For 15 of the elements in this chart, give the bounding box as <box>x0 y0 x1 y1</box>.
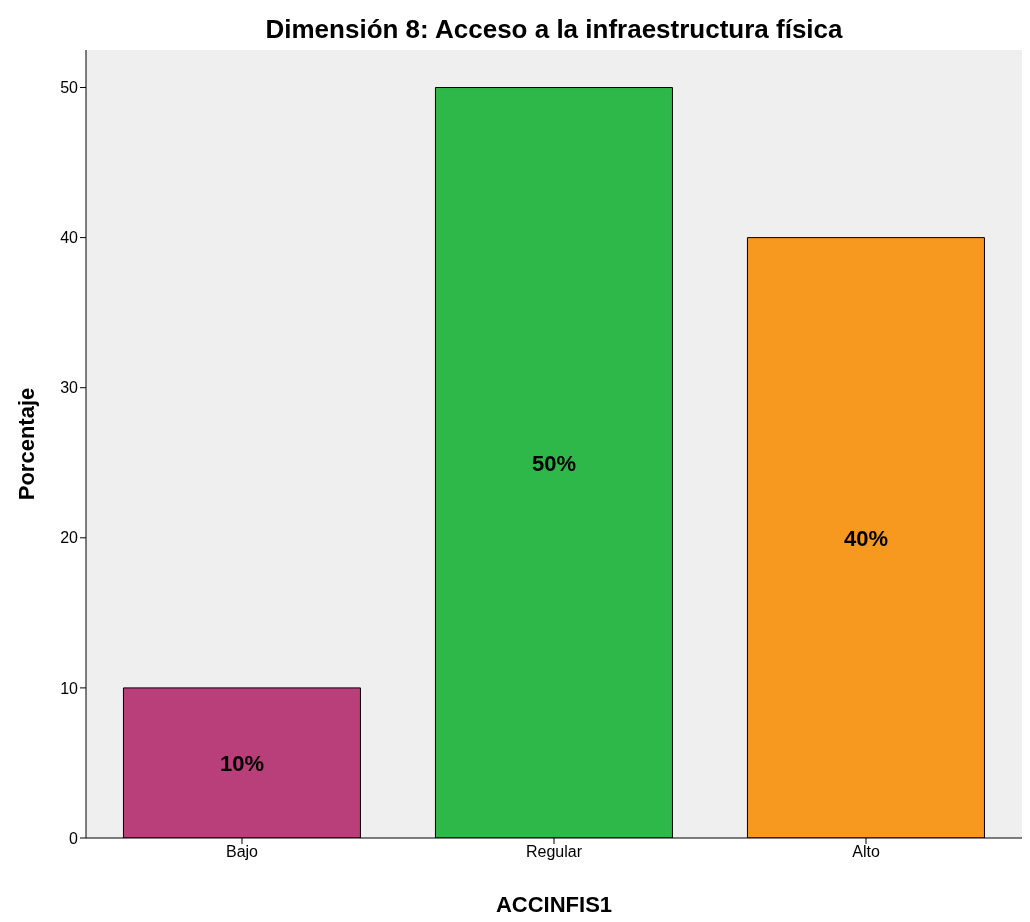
y-tick-label: 40 <box>60 229 79 247</box>
data-label: 50% <box>531 450 576 476</box>
y-tick-label: 30 <box>60 379 79 397</box>
y-tick-label: 20 <box>60 529 79 547</box>
x-tick-label: Regular <box>525 843 583 861</box>
x-tick-label: Bajo <box>225 843 259 861</box>
data-label: 10% <box>219 750 264 776</box>
y-axis-title: Porcentaje <box>13 387 39 501</box>
data-label: 40% <box>843 525 888 551</box>
y-tick-label: 0 <box>69 829 79 847</box>
y-tick-label: 50 <box>60 79 79 97</box>
x-axis-title: ACCINFIS1 <box>495 892 613 917</box>
x-tick-label: Alto <box>852 843 880 861</box>
chart-title: Dimensión 8: Acceso a la infraestructura física <box>264 14 844 45</box>
y-tick-label: 10 <box>60 679 79 697</box>
